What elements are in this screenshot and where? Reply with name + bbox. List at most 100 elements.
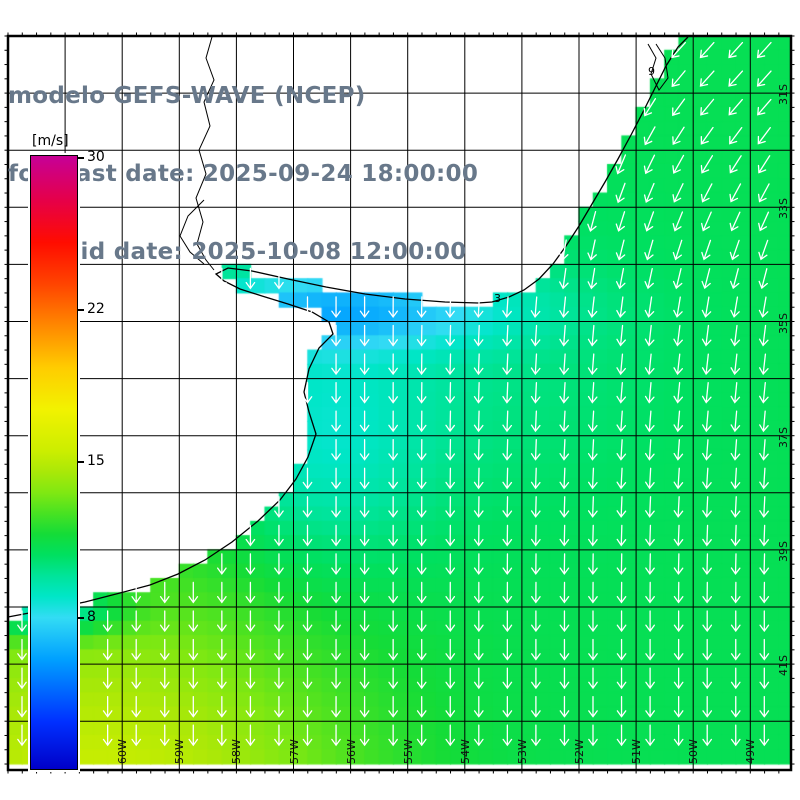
wind-arrow (445, 638, 456, 661)
wind-arrow (616, 381, 627, 404)
wind-arrow (700, 98, 715, 116)
wind-arrow (559, 496, 570, 518)
wind-arrow (502, 581, 513, 604)
wind-arrow (531, 667, 541, 690)
wind-arrow (502, 439, 513, 461)
wind-arrow (416, 467, 427, 490)
wind-arrow (729, 155, 742, 174)
wind-arrow (159, 667, 170, 690)
wind-arrow (473, 638, 484, 661)
wind-arrow (445, 610, 456, 633)
wind-arrow (388, 410, 398, 433)
map-annotation: 9 (648, 65, 655, 78)
wind-arrow (502, 496, 513, 518)
wind-arrow (729, 239, 740, 261)
wind-arrow (730, 410, 741, 433)
wind-arrow (416, 524, 427, 547)
wind-arrow (616, 524, 627, 547)
wind-arrow (673, 610, 684, 633)
wind-arrow (502, 410, 513, 433)
wind-arrow (758, 268, 768, 290)
wind-arrow (359, 496, 370, 518)
wind-arrow (445, 496, 456, 518)
wind-arrow (445, 581, 456, 604)
wind-arrow (757, 126, 771, 145)
wind-arrow (559, 581, 570, 604)
wind-arrow (673, 324, 683, 347)
wind-arrow (559, 353, 570, 376)
wind-arrow (331, 410, 341, 433)
lat-label: 41S (777, 655, 790, 676)
wind-arrow (159, 610, 170, 633)
wind-arrow (701, 381, 712, 404)
wind-arrow (302, 667, 313, 690)
wind-arrow (388, 467, 398, 490)
wind-arrow (643, 97, 657, 117)
wind-arrow (131, 724, 142, 747)
wind-arrow (530, 553, 541, 576)
wind-arrow (730, 524, 741, 547)
wind-arrow (17, 610, 27, 633)
wind-arrow (331, 496, 341, 518)
wind-arrow (473, 610, 484, 633)
wind-arrow (159, 724, 170, 747)
wind-arrow (616, 638, 627, 661)
wind-arrow (759, 353, 769, 376)
wind-arrow (359, 581, 370, 604)
lon-label: 53W (516, 739, 529, 764)
wind-arrow (359, 638, 370, 661)
wind-arrow (331, 667, 341, 690)
wind-arrow (159, 638, 170, 661)
wind-arrow (530, 353, 541, 376)
wind-arrow (502, 638, 513, 661)
wind-arrow (588, 524, 598, 547)
wind-arrow (445, 696, 456, 718)
wind-arrow (274, 610, 284, 633)
wind-arrow (359, 696, 370, 718)
wind-arrow (388, 610, 398, 633)
wind-arrow (388, 496, 398, 518)
wind-arrow (217, 638, 227, 661)
wind-arrow (701, 211, 712, 232)
wind-arrow (588, 581, 598, 604)
wind-arrow (701, 268, 711, 290)
wind-arrow (728, 70, 744, 87)
wind-arrow (416, 638, 427, 661)
wind-arrow (331, 553, 341, 576)
wind-arrow (102, 724, 113, 747)
wind-arrow (700, 155, 714, 174)
lon-label: 59W (173, 739, 186, 764)
lat-label: 37S (777, 427, 790, 448)
wind-arrow (274, 667, 284, 690)
wind-arrow (359, 439, 370, 461)
coastline (7, 36, 689, 618)
wind-arrow (673, 667, 684, 690)
wind-arrow (645, 610, 655, 633)
wind-arrow (587, 267, 598, 290)
wind-arrow (17, 667, 27, 690)
wind-arrow (759, 410, 769, 433)
wind-arrow (331, 324, 341, 347)
wind-arrow (730, 353, 741, 376)
wind-arrow (416, 296, 427, 319)
wind-arrow (757, 98, 772, 116)
wind-arrow (759, 467, 769, 490)
wind-arrow (217, 267, 227, 290)
wind-arrow (616, 696, 627, 718)
wind-arrow (359, 353, 370, 376)
wind-arrow (445, 667, 456, 690)
wind-arrow (502, 667, 513, 690)
wind-arrow (473, 410, 484, 433)
wind-arrow (445, 296, 455, 319)
wind-arrow (645, 667, 655, 690)
wind-arrow (728, 98, 743, 116)
wind-arrow (217, 724, 227, 747)
wind-arrow (730, 667, 741, 690)
wind-arrow (473, 296, 484, 319)
wind-arrow (672, 98, 686, 117)
wind-arrow (302, 581, 313, 604)
wind-arrow (388, 439, 398, 461)
wind-arrow (644, 239, 654, 261)
wind-arrow (473, 353, 484, 376)
wind-arrow (730, 381, 741, 404)
